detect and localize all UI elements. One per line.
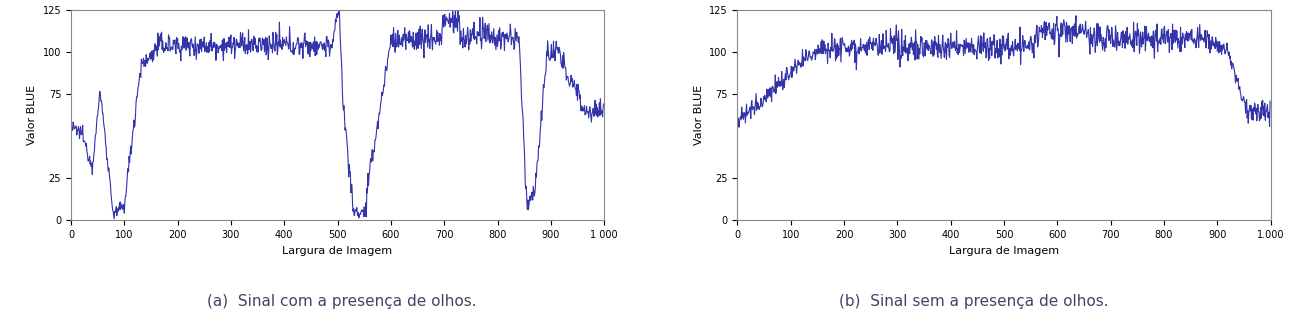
X-axis label: Largura de Imagem: Largura de Imagem	[283, 246, 392, 256]
Y-axis label: Valor BLUE: Valor BLUE	[694, 85, 703, 145]
X-axis label: Largura de Imagem: Largura de Imagem	[949, 246, 1059, 256]
Y-axis label: Valor BLUE: Valor BLUE	[27, 85, 37, 145]
Text: (b)  Sinal sem a presença de olhos.: (b) Sinal sem a presença de olhos.	[838, 294, 1109, 309]
Text: (a)  Sinal com a presença de olhos.: (a) Sinal com a presença de olhos.	[206, 294, 477, 309]
